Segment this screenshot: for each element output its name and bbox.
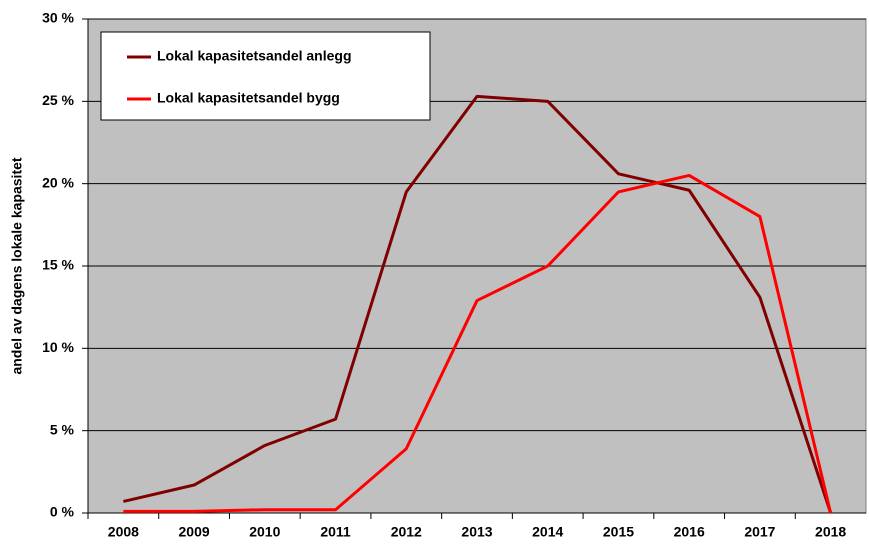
x-tick-label: 2014: [532, 524, 563, 540]
x-tick-label: 2010: [249, 524, 280, 540]
y-tick-label: 0 %: [50, 504, 75, 520]
x-tick-label: 2008: [108, 524, 139, 540]
x-tick-label: 2012: [391, 524, 422, 540]
y-tick-label: 15 %: [42, 257, 74, 273]
x-tick-label: 2016: [674, 524, 705, 540]
x-tick-label: 2015: [603, 524, 634, 540]
x-tick-label: 2018: [815, 524, 846, 540]
y-tick-label: 20 %: [42, 174, 74, 190]
legend-label: Lokal kapasitetsandel bygg: [157, 90, 340, 106]
legend-label: Lokal kapasitetsandel anlegg: [157, 48, 352, 64]
x-tick-label: 2009: [179, 524, 210, 540]
x-tick-label: 2013: [461, 524, 492, 540]
series-line: [123, 173, 833, 514]
x-tick-label: 2017: [744, 524, 775, 540]
y-axis-label: andel av dagens lokale kapasitet: [9, 157, 25, 374]
legend-box: [100, 31, 431, 121]
y-tick-label: 5 %: [50, 421, 75, 437]
y-tick-label: 30 %: [42, 10, 74, 26]
series-line: [123, 94, 833, 514]
y-tick-label: 25 %: [42, 92, 74, 108]
y-tick-label: 10 %: [42, 339, 74, 355]
x-tick-label: 2011: [320, 524, 351, 540]
